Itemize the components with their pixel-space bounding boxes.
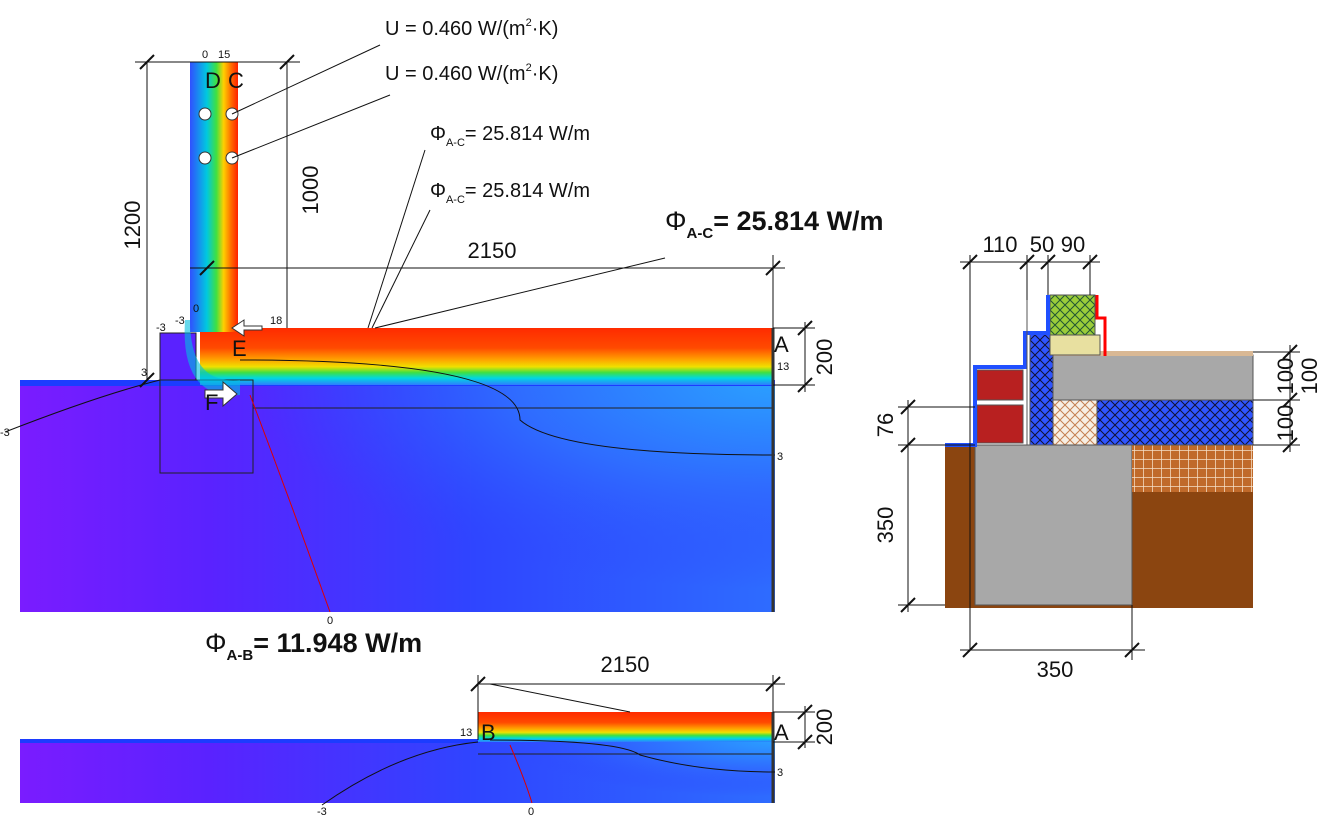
isotherm-label: 3 [777,451,783,463]
text-part: A-B [227,647,254,664]
point-label: C [228,68,244,93]
isotherm-label: 13 [777,361,789,373]
dim-label: 100 [1273,358,1298,395]
isotherm-label: 0 [528,806,534,816]
isotherm-label: 0 [327,615,333,627]
text-part: Φ [430,123,446,145]
dim-label: 350 [873,507,898,544]
flux-label: ΦA-C= 25.814 W/m [430,123,590,149]
dim-label: 90 [1061,232,1085,257]
isotherm-label: 0 [193,303,199,315]
text-part: = 25.814 W/m [465,180,590,202]
point-label: E [232,336,247,361]
dim-label: 0 [202,49,208,61]
isotherm-label: 18 [270,315,282,327]
drawing: U = 0.460 W/(m2·K) U = 0.460 W/(m2·K) ΦA… [0,0,1327,816]
text-part: Φ [205,628,227,658]
dim-label: 2150 [468,238,517,263]
text-part: U = 0.460 W/(m [385,63,526,85]
dim-label: 100 [1273,405,1298,442]
dim-label: 15 [218,49,230,61]
point-label: D [205,68,221,93]
dim-label: 110 [982,232,1017,257]
dim-label: 350 [1037,657,1074,682]
floor-section: ΦA-B= 11.948 W/m 2150 200 B A 13 3 -3 0 [20,628,837,816]
text-part: = 25.814 W/m [713,206,883,236]
text-part: Φ [430,180,446,202]
text-part: A-C [446,194,465,206]
text-part: ·K) [532,18,559,40]
text-part: Φ [665,206,687,236]
dim-label: 1000 [298,166,323,215]
dim-label: 1200 [120,201,145,250]
text-part: U = 0.460 W/(m [385,18,526,40]
point-label: A [774,332,789,357]
wall [190,62,238,332]
text-part: ·K) [532,63,559,85]
detail: 110 50 90 76 350 350 100 100 100 [873,232,1322,682]
u-value: U = 0.460 W/(m2·K) [385,62,558,85]
flux-total: ΦA-B= 11.948 W/m [205,628,422,664]
dim-label: 2150 [601,652,650,677]
ground-warm [200,380,775,612]
isotherm-label: -3 [317,806,327,816]
isotherm-label: -3 [0,427,10,439]
isotherm-label: 3 [777,767,783,779]
text-part: A-C [687,225,714,242]
u-value: U = 0.460 W/(m2·K) [385,17,558,40]
dim-label: 50 [1030,232,1054,257]
flux-label: ΦA-C= 25.814 W/m [430,180,590,206]
point-label: A [774,720,789,745]
dim-label: 76 [873,413,898,437]
isotherm-label: -3 [156,322,166,334]
main-section: U = 0.460 W/(m2·K) U = 0.460 W/(m2·K) ΦA… [0,17,884,627]
point-label: F [205,390,218,415]
point-label: B [481,720,496,745]
dim-label: 100 [1297,358,1322,395]
isotherm-label: -3 [175,315,185,327]
slab [200,328,773,385]
dim-label: 200 [812,339,837,376]
text-part: = 25.814 W/m [465,123,590,145]
isotherm-label: 3 [141,367,147,379]
isotherm-label: 13 [460,727,472,739]
flux-total: ΦA-C= 25.814 W/m [665,206,884,242]
dim-label: 200 [812,709,837,746]
text-part: = 11.948 W/m [253,628,422,658]
text-part: A-C [446,137,465,149]
